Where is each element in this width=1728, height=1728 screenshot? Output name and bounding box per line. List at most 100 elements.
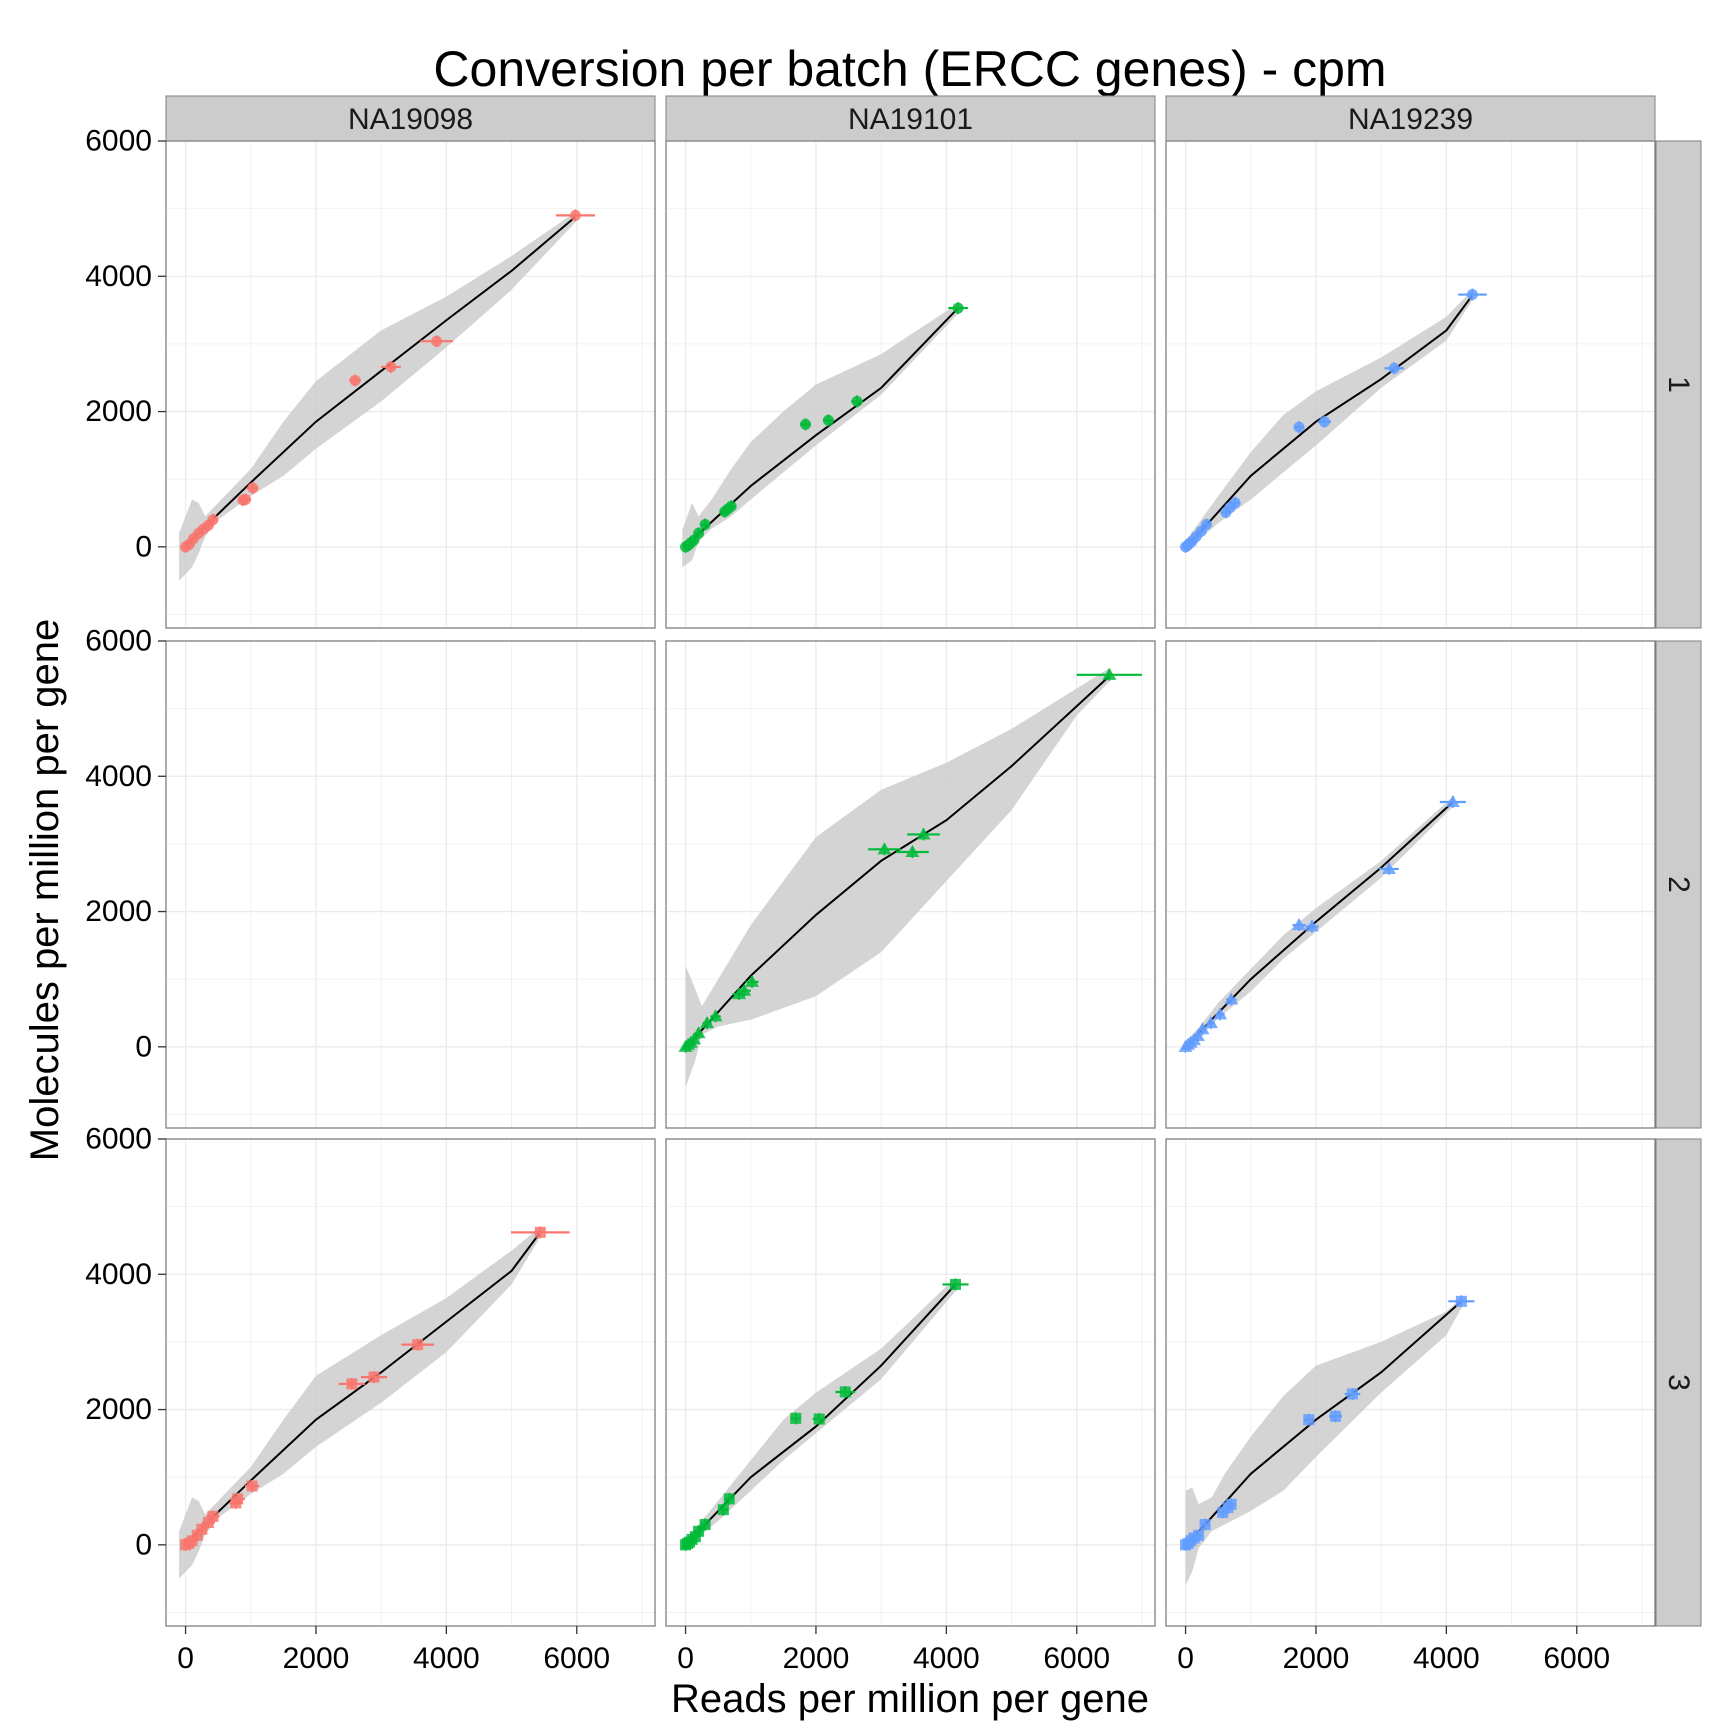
data-point: [1330, 1410, 1342, 1422]
panel-border: [665, 140, 1156, 629]
data-point: [1292, 918, 1307, 931]
x-tick-label: 0: [677, 1642, 694, 1675]
data-point: [700, 1016, 715, 1029]
y-tick-label: 4000: [85, 1258, 152, 1291]
panel-background: [666, 141, 1155, 628]
y-tick-label: 0: [135, 1030, 152, 1063]
data-point: [1381, 861, 1396, 874]
y-tick-label: 4000: [85, 260, 152, 293]
x-tick-label: 4000: [413, 1642, 480, 1675]
panel-background: [1166, 141, 1655, 628]
data-point: [1200, 519, 1212, 531]
data-point: [699, 519, 711, 531]
y-tick-label: 0: [135, 1528, 152, 1561]
chart-title: Conversion per batch (ERCC genes) - cpm: [433, 41, 1386, 97]
data-point: [952, 302, 964, 314]
data-point: [385, 361, 397, 373]
data-point: [737, 983, 752, 996]
data-point: [905, 845, 920, 858]
facet-panels: NA19098 NA19101 NA19239 1 2 3 0 2000 4000 6000 0 20…: [85, 95, 1702, 1675]
data-point: [800, 418, 812, 430]
panel-border: [165, 1138, 656, 1627]
x-tick-label: 0: [1177, 1642, 1194, 1675]
facet-panel: [166, 1138, 655, 1626]
row-strip-label: 3: [1662, 1374, 1695, 1391]
series-group: [680, 1277, 969, 1551]
row-strip: [1655, 640, 1702, 1129]
data-point: [691, 1026, 706, 1039]
data-point: [1445, 794, 1460, 807]
x-tick-label: 0: [177, 1642, 194, 1675]
data-point: [240, 493, 252, 505]
data-point: [1303, 1414, 1315, 1426]
data-point: [247, 482, 259, 494]
series-group: [678, 667, 1142, 1088]
column-strip-label: NA19098: [348, 103, 473, 136]
data-point: [207, 514, 219, 526]
data-point: [839, 1386, 851, 1398]
x-axis-title: Reads per million per gene: [671, 1677, 1149, 1721]
x-tick-label: 6000: [1043, 1642, 1110, 1675]
row-strip: [1655, 1138, 1702, 1627]
data-point: [877, 842, 892, 855]
column-strip: [1165, 95, 1656, 142]
data-point: [745, 974, 760, 987]
y-tick-label: 4000: [85, 760, 152, 793]
confidence-band: [682, 303, 959, 568]
data-point: [1346, 1388, 1358, 1400]
panel-background: [166, 641, 655, 1128]
series-group: [1178, 794, 1466, 1053]
data-point: [534, 1226, 546, 1238]
row-strip-label: 2: [1662, 876, 1695, 893]
data-point: [1466, 289, 1478, 301]
data-point: [1293, 421, 1305, 433]
x-tick-label: 2000: [1283, 1642, 1350, 1675]
data-point: [431, 335, 443, 347]
y-tick-label: 0: [135, 530, 152, 563]
data-point: [1102, 667, 1117, 680]
data-point: [717, 1504, 729, 1516]
confidence-band: [1183, 796, 1453, 1051]
data-point: [725, 500, 737, 512]
row-strip: [1655, 140, 1702, 629]
x-tick-label: 2000: [783, 1642, 850, 1675]
panel-border: [1165, 140, 1656, 629]
data-point: [246, 1480, 258, 1492]
series-group: [1180, 1295, 1475, 1586]
panel-border: [665, 640, 1156, 1129]
data-point: [790, 1412, 802, 1424]
data-point: [1195, 1022, 1210, 1035]
data-point: [368, 1371, 380, 1383]
data-point: [687, 1032, 702, 1045]
panel-background: [166, 1139, 655, 1626]
data-point: [412, 1339, 424, 1351]
y-tick-label: 6000: [85, 625, 152, 658]
column-strip-label: NA19239: [1348, 103, 1473, 136]
panel-border: [1165, 640, 1656, 1129]
column-strip: [165, 95, 656, 142]
data-point: [196, 1523, 208, 1535]
data-point: [693, 1525, 705, 1537]
data-point: [1224, 992, 1239, 1005]
data-point: [1203, 1016, 1218, 1029]
series-group: [179, 1226, 570, 1579]
confidence-band: [179, 212, 576, 581]
data-point: [1193, 1529, 1205, 1541]
x-tick-label: 2000: [283, 1642, 350, 1675]
panel-border: [1165, 1138, 1656, 1627]
series-group: [1180, 288, 1487, 553]
column-strip-label: NA19101: [848, 103, 973, 136]
panel-background: [1166, 1139, 1655, 1626]
data-point: [346, 1378, 358, 1390]
facet-panel: [166, 140, 655, 628]
y-tick-label: 2000: [85, 1393, 152, 1426]
data-point: [723, 1493, 735, 1505]
facet-panel: [1166, 1138, 1655, 1626]
data-point: [851, 395, 863, 407]
facet-panel: [666, 140, 1155, 628]
y-tick-label: 6000: [85, 1123, 152, 1156]
data-point: [1213, 1007, 1228, 1020]
data-point: [822, 414, 834, 426]
data-point: [1455, 1295, 1467, 1307]
